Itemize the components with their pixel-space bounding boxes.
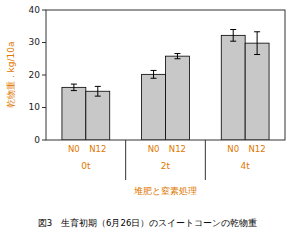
error-line — [177, 54, 178, 59]
y-tick — [42, 42, 46, 43]
x-axis-label: 堆肥と窒素処理 — [133, 186, 197, 196]
error-cap — [174, 53, 180, 54]
error-cap — [254, 31, 260, 32]
error-bar — [151, 70, 157, 78]
y-tick — [42, 140, 46, 141]
group-divider — [205, 140, 206, 180]
error-cap — [230, 29, 236, 30]
y-tick-label: 40 — [29, 5, 41, 15]
bar — [221, 35, 245, 140]
error-line — [97, 86, 98, 96]
bar — [142, 74, 166, 140]
error-line — [153, 70, 154, 78]
error-cap — [151, 70, 157, 71]
chart: 0 10 20 30 40 N0 N12 N0 N12 N0 N12 0t 2t 4t 堆肥と窒素処理 乾物重… — [0, 0, 295, 234]
error-bar — [254, 32, 260, 55]
series-label: N12 — [89, 144, 106, 154]
error-line — [233, 30, 234, 42]
error-cap — [95, 86, 101, 87]
y-tick-label: 10 — [29, 102, 41, 112]
error-bar — [230, 30, 236, 42]
y-tick-label: 0 — [34, 135, 40, 145]
category-label: 2t — [161, 161, 171, 171]
error-bar — [71, 84, 77, 91]
bars — [62, 30, 269, 141]
bar — [166, 56, 190, 140]
title: 図3 生育初期（6月26日）のスイートコーンの乾物重 — [38, 218, 258, 228]
error-bar — [95, 86, 101, 96]
y-axis-label: 乾物重．kg/10a — [6, 42, 16, 109]
error-cap — [95, 96, 101, 97]
y-tick — [42, 75, 46, 76]
series-label: N0 — [68, 144, 80, 154]
plot-frame — [46, 10, 285, 140]
error-line — [73, 84, 74, 91]
error-line — [257, 32, 258, 55]
category-label: 4t — [241, 161, 251, 171]
error-cap — [71, 84, 77, 85]
series-label: N12 — [169, 144, 186, 154]
error-cap — [230, 41, 236, 42]
y-tick-label: 30 — [29, 37, 41, 47]
bar — [62, 87, 86, 140]
error-cap — [174, 58, 180, 59]
y-tick — [42, 107, 46, 108]
category-label: 0t — [81, 161, 91, 171]
error-cap — [71, 90, 77, 91]
bar — [86, 91, 110, 140]
series-label: N0 — [227, 144, 239, 154]
bar — [245, 43, 269, 140]
series-label: N12 — [249, 144, 266, 154]
error-cap — [254, 54, 260, 55]
y-tick — [42, 10, 46, 11]
y-tick-label: 20 — [29, 70, 41, 80]
series-label: N0 — [148, 144, 160, 154]
group-divider — [125, 140, 126, 180]
error-cap — [151, 78, 157, 79]
error-bar — [174, 54, 180, 59]
